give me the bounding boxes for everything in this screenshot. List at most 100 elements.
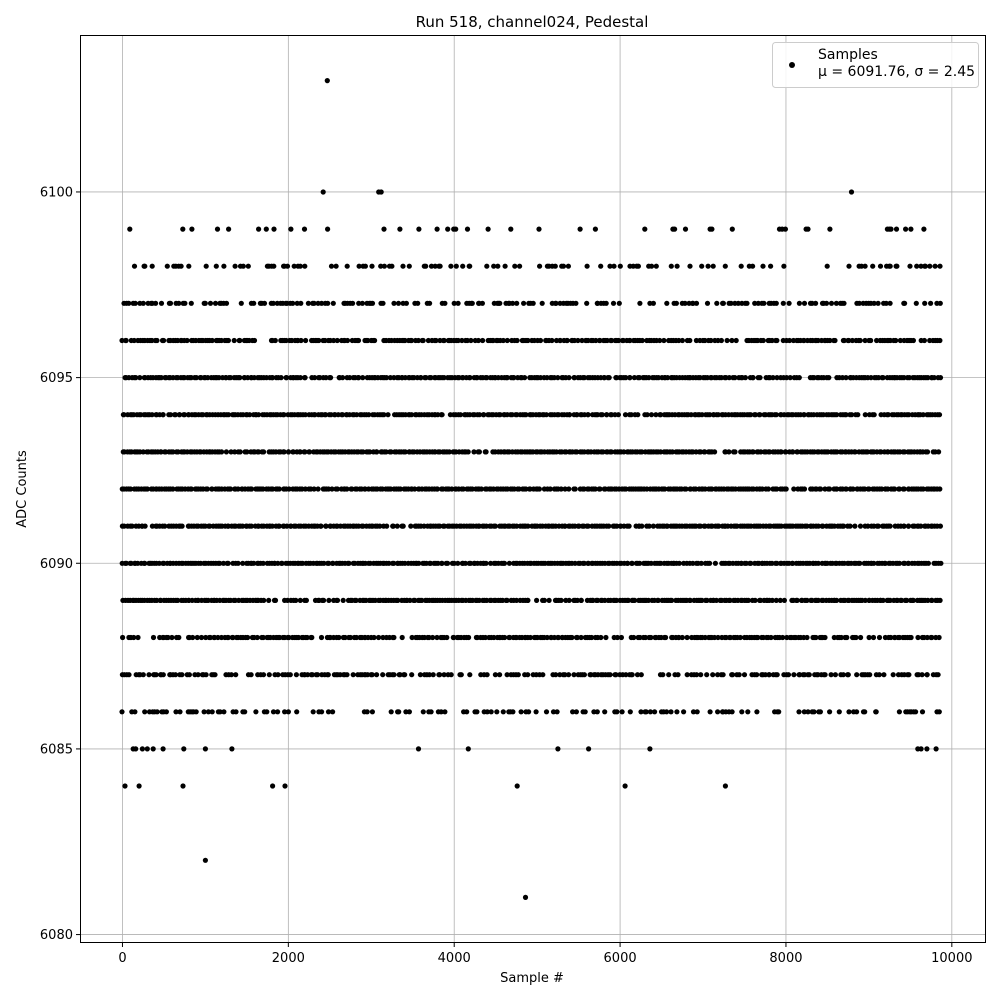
data-point	[687, 337, 693, 344]
data-point	[534, 597, 540, 604]
data-point	[207, 634, 213, 641]
data-point	[774, 486, 780, 492]
data-point	[223, 300, 230, 306]
data-point	[140, 300, 146, 306]
data-point	[415, 300, 421, 306]
data-point	[484, 263, 490, 269]
data-point	[738, 263, 744, 269]
data-point	[325, 672, 331, 678]
data-point	[282, 783, 288, 789]
data-point	[525, 672, 531, 678]
legend-box	[772, 42, 979, 88]
data-point	[430, 634, 436, 641]
data-point	[827, 486, 833, 492]
data-point	[441, 672, 447, 678]
data-point	[330, 300, 336, 306]
data-point	[430, 672, 436, 678]
data-point	[119, 337, 125, 344]
data-point	[504, 597, 510, 604]
data-point	[284, 523, 290, 529]
data-point	[735, 300, 741, 306]
data-point	[908, 634, 914, 641]
data-point	[261, 449, 267, 455]
data-point	[874, 337, 880, 344]
data-point	[504, 375, 510, 381]
data-point	[294, 709, 300, 715]
data-point	[360, 449, 366, 455]
data-point	[480, 337, 486, 344]
data-point	[129, 523, 135, 529]
data-point	[164, 263, 170, 269]
data-point	[906, 375, 913, 381]
data-point	[441, 337, 447, 344]
data-point	[301, 226, 308, 232]
data-point	[170, 486, 176, 492]
data-point	[249, 486, 255, 492]
data-point	[841, 523, 847, 529]
data-point	[516, 486, 522, 492]
data-point	[366, 412, 372, 418]
data-point	[186, 263, 192, 269]
data-point	[778, 523, 784, 529]
data-point	[270, 783, 276, 789]
data-point	[263, 226, 269, 232]
data-point	[271, 226, 277, 232]
data-point	[668, 709, 674, 715]
data-point	[275, 709, 281, 715]
data-point	[652, 709, 658, 715]
data-point	[838, 634, 844, 641]
data-point	[639, 523, 645, 529]
data-point	[937, 300, 943, 306]
data-point	[708, 337, 714, 344]
data-point	[251, 337, 258, 344]
data-point	[340, 597, 346, 604]
data-point	[781, 263, 787, 269]
data-point	[203, 672, 209, 678]
data-point	[120, 634, 126, 641]
data-point	[854, 709, 860, 715]
data-point	[285, 709, 291, 715]
data-point	[866, 634, 872, 641]
data-point	[694, 709, 700, 715]
data-point	[702, 486, 708, 492]
data-point	[924, 449, 931, 455]
data-point	[834, 449, 840, 455]
data-point	[190, 634, 196, 641]
data-point	[302, 412, 308, 418]
data-point	[484, 672, 490, 678]
data-point	[453, 263, 459, 269]
data-point	[154, 709, 160, 715]
data-point	[541, 597, 548, 604]
data-point	[834, 412, 840, 418]
data-point	[817, 709, 824, 715]
data-point	[833, 300, 840, 306]
data-point	[315, 486, 321, 492]
data-point	[167, 300, 174, 306]
data-point	[194, 634, 200, 641]
data-point	[333, 263, 339, 269]
data-point	[907, 263, 913, 269]
data-point	[770, 375, 776, 381]
data-point	[840, 672, 846, 678]
data-point	[455, 560, 461, 566]
data-point	[865, 523, 871, 529]
data-point	[871, 412, 877, 418]
data-point	[460, 263, 466, 269]
data-point	[804, 523, 810, 529]
data-point	[699, 412, 705, 418]
data-point	[321, 560, 327, 566]
data-point	[163, 709, 169, 715]
data-point	[269, 375, 276, 381]
data-point	[698, 560, 704, 566]
data-point	[539, 300, 545, 306]
data-point	[562, 523, 568, 529]
data-point	[935, 672, 941, 678]
data-point	[766, 672, 772, 678]
data-point	[858, 263, 865, 269]
data-point	[347, 375, 353, 381]
data-point	[334, 597, 341, 604]
data-point	[437, 523, 443, 529]
data-point	[435, 560, 441, 566]
data-point	[811, 709, 817, 715]
